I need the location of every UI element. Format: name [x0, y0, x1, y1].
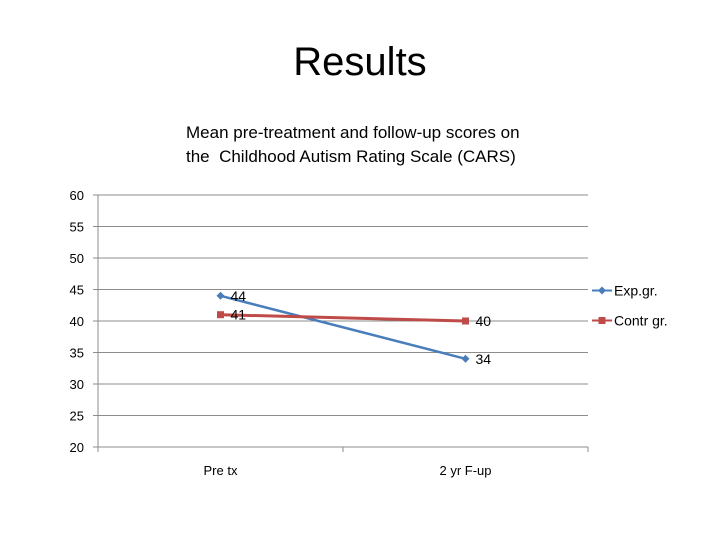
data-point: [462, 317, 469, 325]
chart-title-line-1: Mean pre-treatment and follow-up scores …: [186, 123, 520, 142]
y-tick-label: 20: [70, 440, 84, 455]
legend-label: Contr gr.: [614, 313, 668, 329]
legend-label: Exp.gr.: [614, 283, 658, 299]
data-label: 34: [476, 351, 492, 367]
x-tick-label: 2 yr F-up: [439, 463, 491, 478]
y-tick-label: 40: [70, 314, 84, 329]
chart-title: Mean pre-treatment and follow-up scores …: [186, 121, 606, 169]
data-label: 41: [231, 307, 247, 323]
y-tick-label: 55: [70, 220, 84, 235]
data-label: 40: [476, 313, 492, 329]
series-line: [220, 313, 466, 323]
y-tick-label: 45: [70, 283, 84, 298]
y-tick-label: 30: [70, 377, 84, 392]
y-tick-label: 60: [70, 188, 84, 203]
slide-title: Results: [293, 40, 427, 84]
y-tick-label: 25: [70, 409, 84, 424]
legend-marker: [598, 317, 606, 324]
data-label: 44: [231, 288, 247, 304]
data-point: [217, 311, 224, 319]
y-tick-label: 35: [70, 346, 84, 361]
data-point: [461, 354, 470, 363]
x-tick-label: Pre tx: [204, 463, 238, 478]
y-tick-label: 50: [70, 251, 84, 266]
chart-title-line-2: the Childhood Autism Rating Scale (CARS): [186, 147, 516, 166]
legend-marker: [598, 286, 606, 295]
series-line: [220, 294, 466, 361]
data-point: [216, 291, 225, 300]
